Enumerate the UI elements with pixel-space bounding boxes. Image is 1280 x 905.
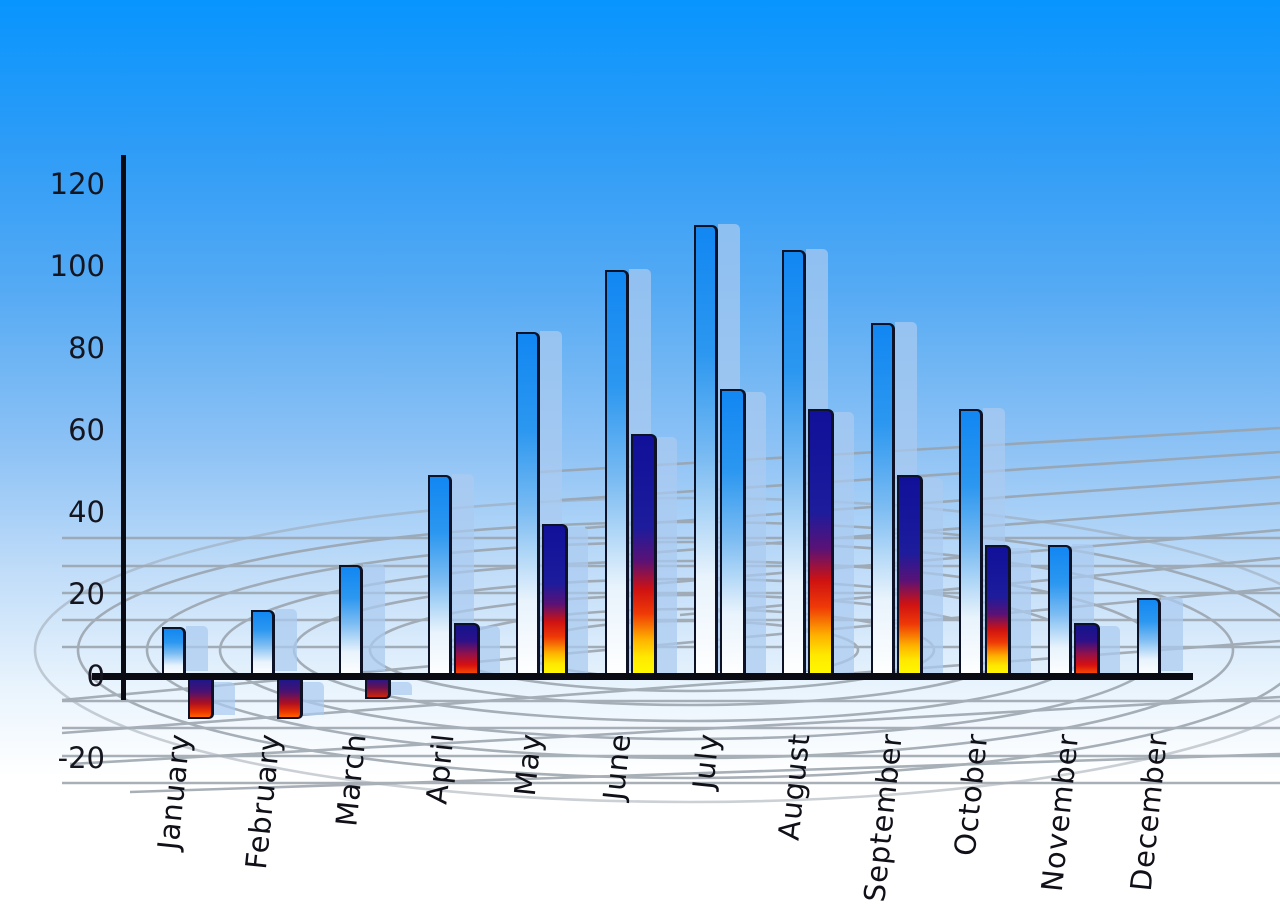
bar-march-secondary — [365, 678, 391, 699]
y-tick-60: 60 — [68, 413, 105, 447]
bar-shadow-february-primary — [275, 609, 297, 671]
x-axis-label-july: July — [686, 731, 726, 791]
bar-october-primary — [959, 409, 983, 676]
bar-shadow-june-secondary — [655, 437, 677, 673]
bar-shadow-september-secondary — [921, 478, 943, 673]
y-tick-0: 0 — [86, 659, 105, 693]
bar-shadow-march-secondary — [390, 682, 412, 695]
y-tick-80: 80 — [68, 331, 105, 365]
bar-april-secondary — [454, 623, 480, 676]
bar-november-secondary — [1074, 623, 1100, 676]
bar-shadow-may-secondary — [566, 527, 588, 673]
y-tick-120: 120 — [49, 167, 105, 201]
bar-august-primary — [782, 250, 806, 676]
bar-january-secondary — [188, 678, 214, 719]
grid-ring — [145, 540, 1235, 760]
x-axis-label-june: June — [596, 731, 638, 802]
bar-shadow-january-primary — [186, 626, 208, 671]
bar-july-primary — [694, 225, 718, 676]
bar-july-secondary — [720, 389, 746, 676]
bar-november-primary — [1048, 545, 1072, 676]
bar-shadow-october-secondary — [1009, 548, 1031, 673]
bar-february-secondary — [277, 678, 303, 719]
bar-june-primary — [605, 270, 629, 676]
bar-february-primary — [251, 610, 275, 676]
bar-april-primary — [428, 475, 452, 676]
bar-shadow-november-secondary — [1098, 626, 1120, 673]
bar-shadow-august-secondary — [832, 412, 854, 673]
zero-baseline — [92, 673, 1193, 680]
y-tick--20: -20 — [57, 741, 105, 775]
bar-september-primary — [871, 323, 895, 676]
bar-shadow-january-secondary — [213, 682, 235, 715]
bar-march-primary — [339, 565, 363, 676]
grid-ring — [33, 496, 1280, 804]
bar-september-secondary — [897, 475, 923, 676]
bar-shadow-july-secondary — [744, 392, 766, 673]
y-tick-20: 20 — [68, 577, 105, 611]
bar-shadow-february-secondary — [302, 682, 324, 715]
bar-june-secondary — [631, 434, 657, 676]
bar-shadow-april-primary — [452, 474, 474, 671]
bar-shadow-december-primary — [1161, 597, 1183, 671]
bar-december-primary — [1137, 598, 1161, 676]
bar-may-secondary — [542, 524, 568, 676]
bar-january-primary — [162, 627, 186, 676]
bar-shadow-march-primary — [363, 564, 385, 671]
y-tick-100: 100 — [49, 249, 105, 283]
bar-shadow-april-secondary — [478, 626, 500, 673]
y-tick-40: 40 — [68, 495, 105, 529]
grid-ring — [76, 520, 1280, 780]
bar-october-secondary — [985, 545, 1011, 676]
x-axis-label-may: May — [507, 731, 549, 798]
y-axis-line — [121, 155, 126, 700]
bar-august-secondary — [808, 409, 834, 676]
bar-may-primary — [516, 332, 540, 676]
